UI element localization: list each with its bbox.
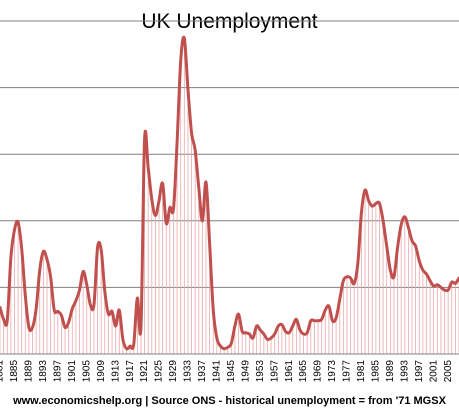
x-tick-label-1985: 1985 [371,360,382,383]
x-tick-label-1961: 1961 [284,360,295,383]
x-tick-label-1921: 1921 [139,360,150,383]
x-tick-label-1881: 1881 [0,360,6,383]
x-tick-label-1893: 1893 [38,360,49,383]
x-tick-label-1949: 1949 [240,360,251,383]
series-layer [0,35,459,351]
x-tick-label-1933: 1933 [183,360,194,383]
x-tick-label-2001: 2001 [428,360,439,383]
x-tick-label-1969: 1969 [313,360,324,383]
x-tick-label-1973: 1973 [327,360,338,383]
x-tick-label-2005: 2005 [443,360,454,383]
gridlines [0,20,459,288]
drop-lines [0,38,459,354]
x-tick-label-1885: 1885 [9,360,20,383]
x-tick-label-1957: 1957 [269,360,280,383]
x-tick-label-1925: 1925 [154,360,165,383]
x-tick-label-1981: 1981 [356,360,367,383]
x-tick-label-1977: 1977 [342,360,353,383]
x-tick-label-1941: 1941 [211,360,222,383]
source-note: www.economicshelp.org | Source ONS - his… [13,395,446,407]
series-line-unemployment [0,35,459,351]
x-tick-labels: 1881 1885 1889 1893 1897 1901 1905 1909 1913 1917… [0,360,454,383]
x-tick-label-1937: 1937 [197,360,208,383]
x-tick-label-1945: 1945 [226,360,237,383]
x-tick-label-1953: 1953 [255,360,266,383]
x-tick-label-1913: 1913 [110,360,121,383]
x-tick-label-1917: 1917 [125,360,136,383]
x-tick-label-1897: 1897 [52,360,63,383]
x-tick-label-1909: 1909 [96,360,107,383]
x-tick-label-1929: 1929 [168,360,179,383]
x-tick-label-1905: 1905 [81,360,92,383]
x-tick-label-1965: 1965 [298,360,309,383]
x-tick-label-1993: 1993 [399,360,410,383]
x-tick-label-1901: 1901 [67,360,78,383]
x-tick-label-1997: 1997 [414,360,425,383]
x-tick-label-1989: 1989 [385,360,396,383]
x-tick-label-1889: 1889 [24,360,35,383]
